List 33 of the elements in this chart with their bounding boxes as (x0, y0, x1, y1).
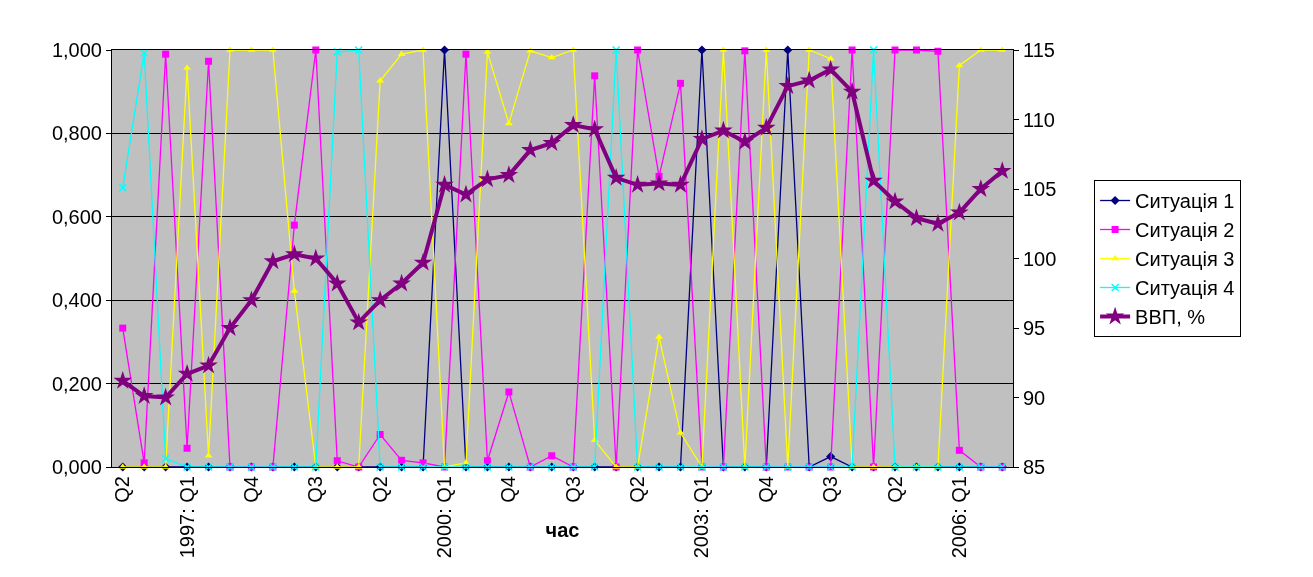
x-tick-label: Q4 (754, 476, 777, 503)
y-tick-label: 0,600 (51, 205, 102, 228)
x-tick-label: 1997: Q1 (175, 476, 198, 559)
x-tick-label: Q4 (497, 476, 520, 503)
x-tick-label: Q2 (626, 476, 649, 503)
y-tick-label: 0,400 (51, 289, 102, 312)
y2-tick-label: 90 (1023, 386, 1046, 409)
x-tick-label: Q3 (561, 476, 584, 503)
y-tick-label: 0,000 (51, 456, 102, 478)
legend-label: ВВП, % (1135, 306, 1206, 329)
legend-label: Ситуація 2 (1135, 219, 1235, 242)
y2-tick-label: 100 (1023, 247, 1057, 270)
legend-label: Ситуація 3 (1135, 248, 1235, 271)
x-tick-label: 2003: Q1 (690, 476, 713, 559)
y2-tick-label: 115 (1023, 39, 1055, 61)
legend-label: Ситуація 1 (1135, 190, 1235, 213)
y2-tick-label: 110 (1023, 108, 1055, 131)
y-tick-label: 0,800 (51, 122, 102, 145)
x-tick-label: 2006: Q1 (947, 476, 970, 559)
x-tick-label: 2000: Q1 (433, 476, 456, 559)
legend-label: Ситуація 4 (1135, 277, 1235, 300)
x-tick-label: Q3 (819, 476, 842, 503)
y2-tick-label: 105 (1023, 178, 1057, 200)
x-tick-label: Q3 (304, 476, 327, 503)
x-tick-label: Q2 (111, 476, 134, 503)
y2-tick-label: 85 (1023, 456, 1046, 478)
y-tick-label: 0,200 (51, 372, 102, 395)
x-tick-label: Q2 (883, 476, 906, 503)
y2-tick-label: 95 (1023, 317, 1046, 339)
x-axis-title: час (545, 519, 580, 541)
y-tick-label: 1,000 (51, 39, 102, 61)
x-tick-label: Q4 (239, 476, 262, 503)
x-tick-label: Q2 (368, 476, 391, 503)
